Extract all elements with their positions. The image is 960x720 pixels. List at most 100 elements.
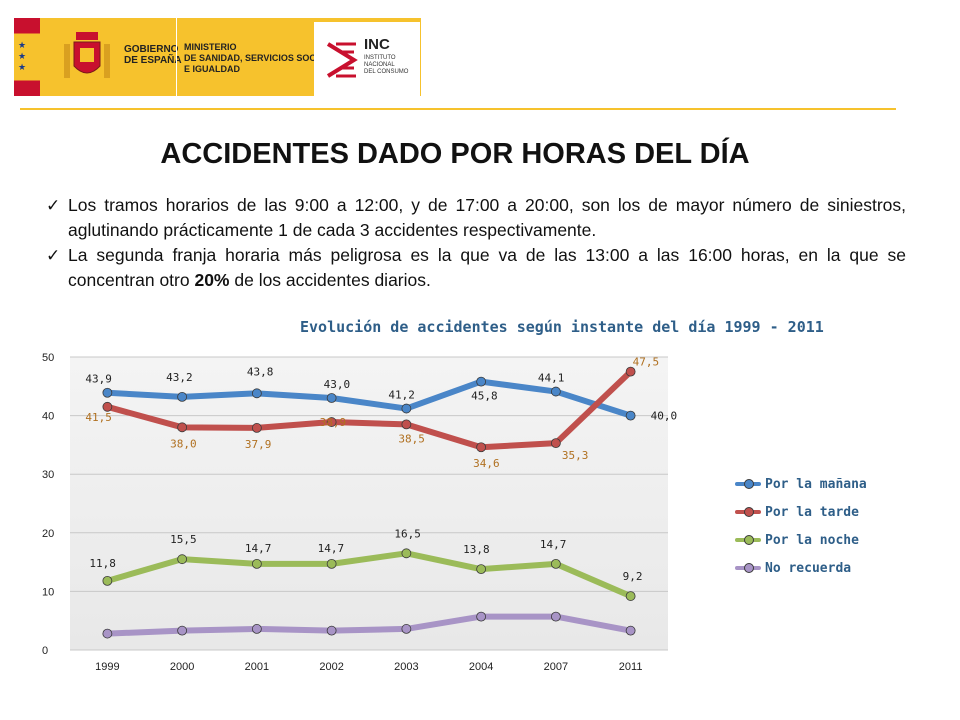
legend-item: Por la noche (735, 526, 867, 554)
y-tick-label: 10 (42, 586, 54, 598)
data-label: 40,0 (651, 410, 678, 423)
y-tick-label: 20 (42, 528, 54, 540)
inc-line2: NACIONAL (364, 62, 395, 68)
data-label: 41,5 (85, 411, 112, 424)
data-point (550, 611, 561, 622)
page-title: ACCIDENTES DADO POR HORAS DEL DÍA (160, 138, 750, 170)
data-point (102, 387, 113, 398)
data-label: 14,7 (318, 542, 345, 555)
data-point (102, 401, 113, 412)
legend-swatch-icon (735, 507, 761, 517)
chart-title: Evolución de accidentes según instante d… (300, 318, 824, 336)
header-rule (20, 108, 896, 110)
legend-item: Por la mañana (735, 470, 867, 498)
series-line (104, 550, 634, 600)
data-label: 43,2 (166, 371, 193, 384)
government-label: GOBIERNO DE ESPAÑA (124, 44, 182, 66)
data-point (476, 376, 487, 387)
x-tick-label: 1999 (95, 661, 119, 673)
coat-of-arms-icon (64, 32, 110, 78)
legend-swatch-icon (735, 535, 761, 545)
data-label: 38,9 (320, 416, 347, 429)
checkmark-icon: ✓ (46, 246, 61, 265)
legend-item: Por la tarde (735, 498, 867, 526)
data-label: 47,5 (633, 356, 660, 369)
data-point (326, 625, 337, 636)
y-tick-label: 50 (42, 352, 54, 364)
data-point (625, 591, 636, 601)
data-point (177, 391, 188, 402)
series-line (104, 368, 634, 451)
data-label: 37,9 (245, 438, 272, 451)
data-point (476, 564, 487, 575)
data-label: 11,8 (89, 557, 116, 570)
legend-swatch-icon (735, 479, 761, 489)
data-point (326, 393, 337, 403)
gov-line1: GOBIERNO (124, 44, 179, 55)
x-tick-label: 2000 (170, 661, 194, 673)
data-point (177, 625, 188, 636)
bullet-text-bold: 20% (194, 270, 230, 290)
data-point (625, 366, 636, 377)
data-point (550, 386, 561, 397)
ministry-line1: MINISTERIO (184, 42, 237, 52)
data-label: 43,9 (85, 373, 112, 386)
header-banner: ★ ★ ★ GOBIERNO DE ESPAÑA MINISTERIO DE SAN… (14, 18, 421, 96)
data-label: 14,7 (540, 538, 567, 551)
data-label: 35,3 (562, 449, 589, 462)
data-label: 45,8 (471, 390, 498, 403)
ministry-line2: DE SANIDAD, SERVICIOS SOCIALES (184, 53, 343, 63)
inc-title: INC (364, 36, 390, 53)
x-tick-label: 2004 (469, 661, 493, 673)
data-point (177, 422, 188, 433)
y-tick-label: 30 (42, 469, 54, 481)
gov-line2: DE ESPAÑA (124, 55, 182, 66)
y-tick-label: 40 (42, 411, 54, 423)
data-point (102, 575, 113, 586)
bullet-text-before: La segunda franja horaria más peligrosa … (68, 245, 906, 290)
inc-subtitle: INSTITUTO NACIONAL DEL CONSUMO (364, 55, 408, 76)
data-point (625, 625, 636, 636)
legend: Por la mañana Por la tarde Por la noche No … (735, 470, 867, 582)
line-chart: 0 10 20 30 40 50 1999 2000 2001 2002 2003 2004 2007 2… (42, 352, 678, 673)
inc-logo-box: INC INSTITUTO NACIONAL DEL CONSUMO (314, 22, 420, 96)
legend-label: Por la noche (765, 532, 859, 548)
x-tick-label: 2007 (544, 661, 568, 673)
data-label: 34,6 (473, 457, 500, 470)
data-label: 15,5 (170, 533, 197, 546)
data-point (625, 410, 636, 421)
data-point (326, 558, 337, 569)
data-point (177, 554, 188, 565)
bullet-list: ✓ Los tramos horarios de las 9:00 a 12:0… (46, 193, 906, 293)
data-label: 38,0 (170, 437, 197, 450)
bullet-text-after: de los accidentes diarios. (229, 270, 431, 290)
data-point (251, 388, 262, 399)
inc-logo-icon (326, 42, 358, 78)
x-tick-label: 2003 (394, 661, 418, 673)
x-tick-label: 2011 (619, 661, 643, 673)
inc-line3: DEL CONSUMO (364, 69, 409, 75)
data-point (550, 438, 561, 449)
bullet-item: ✓ Los tramos horarios de las 9:00 a 12:0… (46, 193, 906, 243)
data-label: 16,5 (394, 527, 421, 540)
data-label: 44,1 (538, 372, 565, 385)
data-point (401, 548, 412, 559)
legend-label: Por la tarde (765, 504, 859, 520)
ministry-line3: E IGUALDAD (184, 64, 240, 74)
x-tick-label: 2001 (245, 661, 269, 673)
legend-swatch-icon (735, 563, 761, 573)
series-line (104, 613, 634, 637)
y-tick-label: 0 (42, 645, 48, 657)
data-point (102, 628, 113, 639)
data-label: 13,8 (463, 543, 490, 556)
stars-icon: ★ ★ ★ (18, 40, 27, 72)
data-label: 43,0 (324, 378, 351, 391)
legend-label: No recuerda (765, 560, 852, 576)
data-label: 38,5 (398, 432, 425, 445)
data-point (251, 423, 262, 433)
data-point (251, 624, 262, 634)
data-point (550, 558, 561, 569)
legend-label: Por la mañana (765, 476, 867, 492)
data-point (476, 611, 487, 622)
data-point (401, 419, 412, 430)
